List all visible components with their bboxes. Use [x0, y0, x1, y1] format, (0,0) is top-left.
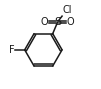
Text: O: O: [67, 17, 74, 27]
Text: F: F: [9, 45, 14, 55]
Text: S: S: [54, 17, 61, 27]
Text: O: O: [41, 17, 48, 27]
Text: Cl: Cl: [63, 5, 72, 15]
